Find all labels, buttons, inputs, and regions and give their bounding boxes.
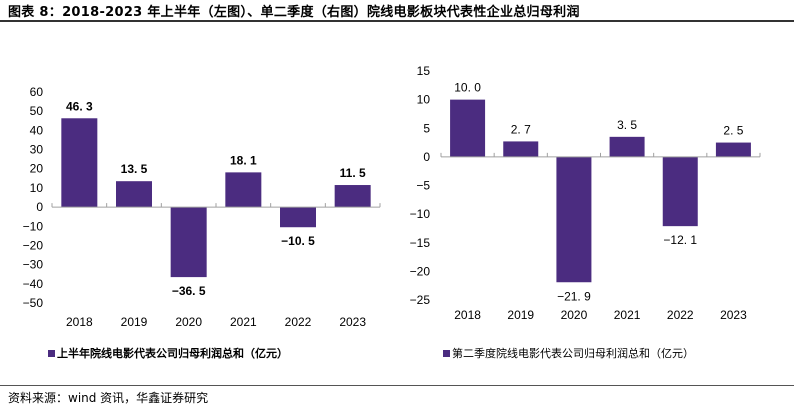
data-label: 18. 1 (230, 153, 257, 167)
source-divider (0, 385, 794, 386)
x-tick-label: 2022 (667, 308, 694, 322)
y-tick-label: −25 (410, 293, 431, 307)
y-tick-label: 15 (417, 64, 431, 78)
data-label: −10. 5 (281, 234, 315, 248)
left-legend: 上半年院线电影代表公司归母利润总和（亿元） (48, 345, 288, 361)
y-tick-label: 60 (30, 85, 44, 99)
y-tick-label: 10 (30, 181, 44, 195)
right-legend-label: 第二季度院线电影代表公司归母利润总和（亿元） (452, 347, 694, 360)
y-tick-label: 50 (30, 104, 44, 118)
y-tick-label: 5 (423, 121, 430, 135)
data-label: 10. 0 (454, 81, 481, 95)
x-tick-label: 2019 (507, 308, 534, 322)
data-label: 2. 7 (511, 122, 531, 136)
source-note: 资料来源：wind 资讯，华鑫证券研究 (8, 391, 209, 405)
y-tick-label: −10 (410, 207, 431, 221)
left-legend-label: 上半年院线电影代表公司归母利润总和（亿元） (57, 347, 288, 360)
y-tick-label: 20 (30, 162, 44, 176)
data-label: 2. 5 (723, 124, 743, 138)
bar-2020 (556, 156, 592, 283)
bar-2018 (450, 99, 486, 157)
bar-2019 (503, 141, 539, 157)
y-tick-label: 30 (30, 143, 44, 157)
legend-swatch (443, 349, 450, 357)
bar-2021 (225, 172, 262, 208)
bar-2019 (116, 181, 152, 208)
x-tick-label: 2018 (454, 308, 481, 322)
bar-2020 (170, 207, 207, 278)
y-tick-label: −10 (23, 219, 44, 233)
x-tick-label: 2023 (339, 315, 366, 329)
y-tick-label: −50 (23, 296, 44, 310)
y-tick-label: −40 (23, 277, 44, 291)
x-tick-label: 2020 (175, 315, 202, 329)
data-label: 11. 5 (340, 166, 366, 180)
data-label: −21. 9 (557, 289, 591, 303)
data-label: 3. 5 (617, 118, 637, 132)
bar-2022 (280, 207, 316, 228)
bar-2023 (715, 142, 751, 157)
y-tick-label: −20 (23, 238, 44, 252)
x-tick-label: 2021 (230, 315, 257, 329)
x-tick-label: 2018 (66, 315, 93, 329)
figure-title: 图表 8：2018-2023 年上半年（左图）、单二季度（右图）院线电影板块代表… (8, 5, 580, 20)
right-legend: 第二季度院线电影代表公司归母利润总和（亿元） (443, 345, 694, 361)
y-tick-label: 40 (30, 123, 44, 137)
data-label: 13. 5 (121, 162, 148, 176)
data-label: 46. 3 (66, 99, 93, 113)
bar-2023 (334, 185, 371, 208)
x-tick-label: 2021 (614, 308, 641, 322)
bar-2022 (662, 156, 698, 227)
y-tick-label: 0 (36, 200, 43, 214)
x-tick-label: 2023 (720, 308, 747, 322)
right-chart: 15 10 5 0 −5 −10 −15 −20 −25 10. 0 2018 2. 7 2019 −21… (410, 64, 761, 322)
bar-2018 (61, 118, 98, 208)
bar-2021 (609, 136, 645, 157)
data-label: −12. 1 (663, 233, 697, 247)
x-tick-label: 2019 (121, 315, 148, 329)
title-divider (0, 20, 794, 22)
x-tick-label: 2022 (285, 315, 312, 329)
left-chart: 60 50 40 30 20 10 0 −10 −20 −30 −40 −50 46. 3 2018 13.… (23, 85, 381, 329)
legend-swatch (48, 349, 55, 357)
y-tick-label: 10 (417, 93, 431, 107)
data-label: −36. 5 (172, 284, 206, 298)
y-tick-label: −15 (410, 236, 431, 250)
y-tick-label: 0 (423, 150, 430, 164)
y-tick-label: −30 (23, 258, 44, 272)
y-tick-label: −5 (416, 179, 430, 193)
x-tick-label: 2020 (561, 308, 588, 322)
y-tick-label: −20 (410, 264, 431, 278)
